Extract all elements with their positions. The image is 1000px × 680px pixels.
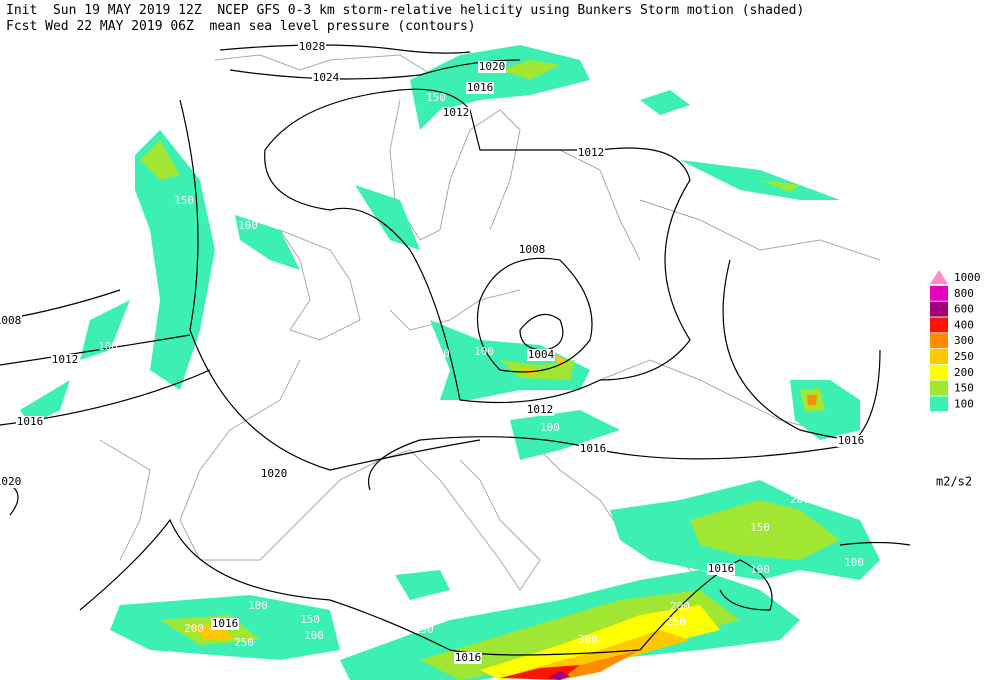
contour-label-bg xyxy=(527,349,555,361)
legend-swatch xyxy=(930,317,948,333)
contour-label: 1020 xyxy=(0,475,21,488)
contour-label-bg xyxy=(16,416,44,428)
shading-label: 150 xyxy=(414,623,434,636)
contour-label-bg xyxy=(312,72,340,84)
contour-label: 1016 xyxy=(467,81,494,94)
contour-label: 1016 xyxy=(212,617,239,630)
helicity-shading xyxy=(20,45,880,680)
legend-label: 100 xyxy=(954,397,974,410)
contour-label: 1012 xyxy=(443,106,470,119)
contour-label-bg xyxy=(454,652,482,664)
legend-label: 150 xyxy=(954,382,974,395)
legend-swatch xyxy=(930,270,948,284)
legend-label: 200 xyxy=(954,366,974,379)
contour-label-bg xyxy=(298,41,326,53)
shading-label: 100 xyxy=(366,179,386,192)
shading-label: 100 xyxy=(604,571,624,584)
shading-label: 150 xyxy=(174,194,194,207)
shading-label: 100 xyxy=(248,599,268,612)
shading-label: 300 xyxy=(578,633,598,646)
contour-label: 1008 xyxy=(0,314,21,327)
contour-label-bg xyxy=(518,244,546,256)
contour-label: 1012 xyxy=(52,353,79,366)
shading-label: 100 xyxy=(844,556,864,569)
contour-label-bg xyxy=(442,107,470,119)
contour-label: 1016 xyxy=(580,442,607,455)
contour-label-bg xyxy=(51,354,79,366)
shading-label: 250 xyxy=(234,636,254,649)
contour-label-bg xyxy=(211,618,239,630)
contour-label: 1020 xyxy=(479,60,506,73)
legend-swatch xyxy=(930,333,948,349)
contour-label: 1028 xyxy=(299,40,326,53)
header-line: Init Sun 19 MAY 2019 12Z NCEP GFS 0-3 km… xyxy=(6,3,804,18)
contour-label: 1016 xyxy=(455,651,482,664)
contour-label-bg xyxy=(579,443,607,455)
shading-label: 100 xyxy=(238,219,258,232)
shading-label: 100 xyxy=(430,347,450,360)
contour-label: 1004 xyxy=(528,348,555,361)
shading-label: 150 xyxy=(300,613,320,626)
legend-unit: m2/s2 xyxy=(936,475,972,489)
legend-swatch xyxy=(930,301,948,317)
contour-label-bg xyxy=(0,315,22,327)
contour-label: 1016 xyxy=(838,434,865,447)
shading-label: 200 xyxy=(670,600,690,613)
contour-label: 1012 xyxy=(578,146,605,159)
legend-label: 300 xyxy=(954,334,974,347)
contour-label-bg xyxy=(0,476,22,488)
shading-label: 250 xyxy=(666,615,686,628)
contour-label: 1012 xyxy=(527,403,554,416)
shading-label: 150 xyxy=(750,521,770,534)
contour-label: 1020 xyxy=(261,467,288,480)
legend-swatch xyxy=(930,285,948,301)
shading-label: 100 xyxy=(540,421,560,434)
shading-label: 200 xyxy=(790,493,810,506)
contour-label-bg xyxy=(577,147,605,159)
legend-swatch xyxy=(930,396,948,412)
shading-label: 150 xyxy=(426,91,446,104)
legend-label: 600 xyxy=(954,303,974,316)
legend-label: 400 xyxy=(954,318,974,331)
legend-swatch xyxy=(930,349,948,364)
shading-label: 100 xyxy=(646,136,666,149)
contour-label-bg xyxy=(466,82,494,94)
legend-label: 1000 xyxy=(954,271,981,284)
shading-label: 100 xyxy=(810,460,830,473)
contour-label-bg xyxy=(260,468,288,480)
contour-label-bg xyxy=(478,61,506,73)
shading-label: 200 xyxy=(184,622,204,635)
shading-label: 100 xyxy=(98,340,118,353)
legend-swatch xyxy=(930,364,948,380)
contour-label-bg xyxy=(707,563,735,575)
contour-label-bg xyxy=(837,435,865,447)
legend-label: 800 xyxy=(954,287,974,300)
shading-label: 100 xyxy=(418,133,438,146)
shading-label: 100 xyxy=(474,345,494,358)
shading-label: 100 xyxy=(674,111,694,124)
contour-label: 1016 xyxy=(17,415,44,428)
legend-swatch xyxy=(930,380,948,396)
contour-label: 1024 xyxy=(313,71,340,84)
legend-label: 250 xyxy=(954,350,974,363)
shading-label: 100 xyxy=(304,629,324,642)
contour-label-bg xyxy=(526,404,554,416)
contour-label: 1008 xyxy=(519,243,546,256)
header-line: Fcst Wed 22 MAY 2019 06Z mean sea level … xyxy=(6,19,476,34)
shading-label: 100 xyxy=(750,563,770,576)
contour-label: 1016 xyxy=(708,562,735,575)
